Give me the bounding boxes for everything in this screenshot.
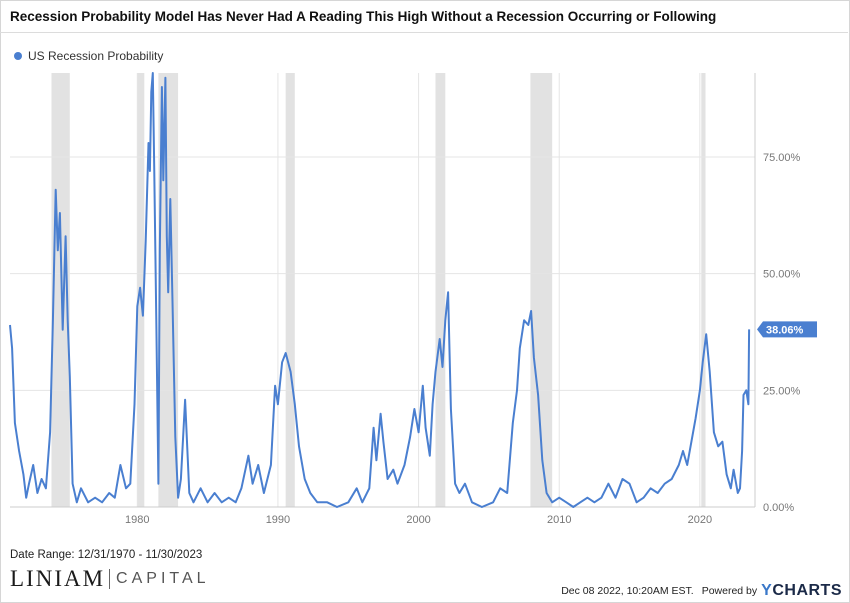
logo-sub-text: CAPITAL [116, 570, 210, 587]
recession-band-0 [51, 73, 70, 507]
x-tick-label: 2020 [688, 514, 712, 526]
ycharts-logo-y: Y [761, 582, 773, 599]
ycharts-logo-text: CHARTS [772, 582, 842, 599]
y-tick-label: 75.00% [763, 152, 801, 164]
timestamp: Dec 08 2022, 10:20AM EST. [561, 585, 694, 597]
y-tick-label: 50.00% [763, 269, 801, 281]
x-tick-label: 1980 [125, 514, 149, 526]
x-tick-label: 1990 [266, 514, 290, 526]
last-value-label: 38.06% [766, 324, 804, 336]
date-range: Date Range: 12/31/1970 - 11/30/2023 [10, 549, 203, 561]
y-tick-label: 25.00% [763, 385, 801, 397]
recession-band-5 [530, 73, 553, 507]
last-value-flag [757, 321, 817, 338]
chart-footer: Dec 08 2022, 10:20AM EST. Powered by YCH… [561, 582, 842, 600]
liniam-capital-logo: LINIAM CAPITAL [10, 566, 210, 592]
title-divider [0, 32, 848, 33]
legend-label: US Recession Probability [28, 49, 164, 63]
x-tick-label: 2000 [406, 514, 430, 526]
y-tick-label: 0.00% [763, 502, 794, 514]
logo-main-text: LINIAM [10, 566, 106, 591]
ycharts-logo[interactable]: YCHARTS [761, 582, 842, 600]
logo-divider [109, 569, 111, 589]
recession-band-6 [701, 73, 706, 507]
series-line-us-recession-probability [9, 72, 751, 508]
recession-band-3 [285, 73, 295, 507]
chart-title: Recession Probability Model Has Never Ha… [10, 9, 717, 24]
x-tick-label: 2010 [547, 514, 571, 526]
chart-legend[interactable]: US Recession Probability [14, 49, 163, 63]
powered-by-label: Powered by [701, 585, 758, 597]
recession-band-4 [435, 73, 446, 507]
legend-marker-icon [14, 52, 22, 60]
